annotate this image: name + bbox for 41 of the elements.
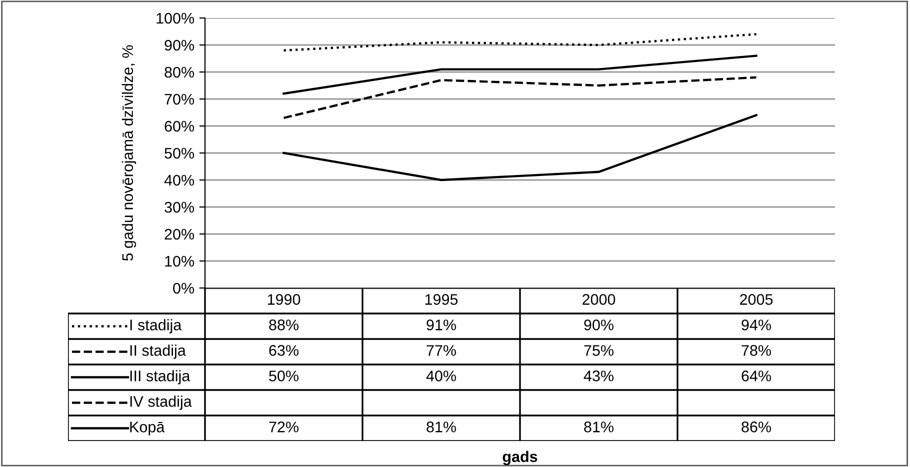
line-series	[282, 114, 758, 182]
legend-label: II stadija	[130, 344, 186, 359]
data-label: 75%	[584, 345, 614, 356]
y-tick-label: 100%	[156, 12, 194, 24]
y-tick-label: 60%	[164, 120, 194, 132]
y-tick-label: 70%	[164, 94, 194, 105]
legend-label: IV stadija	[130, 396, 192, 410]
y-tick-label: 10%	[165, 256, 194, 267]
data-label: 72%	[269, 422, 298, 432]
line-series	[282, 76, 758, 120]
data-label: 88%	[269, 320, 298, 330]
data-label: 81%	[584, 422, 614, 432]
data-label: 64%	[742, 370, 771, 382]
text: gads	[502, 450, 538, 466]
data-label: 86%	[742, 422, 771, 432]
data-label: 40%	[426, 370, 456, 382]
x-tick-label: 2005	[740, 294, 773, 305]
legend-label: III stadija	[130, 370, 190, 384]
data-label: 78%	[742, 345, 771, 356]
data-label: 50%	[269, 370, 298, 382]
data-label: 94%	[742, 320, 771, 330]
legend-label: Kopā	[130, 422, 165, 436]
data-label: 77%	[426, 345, 456, 356]
x-tick-label: 1995	[425, 294, 458, 305]
data-label: 43%	[584, 370, 614, 382]
y-tick-label: 30%	[164, 202, 194, 213]
data-label: 81%	[426, 422, 456, 432]
y-tick-label: 50%	[164, 148, 194, 159]
line-series	[282, 33, 758, 52]
x-tick-label: 1990	[268, 294, 300, 305]
y-axis-title: 5 gadu novērojamā dzīvildze, %	[122, 45, 136, 261]
data-label: 90%	[584, 320, 614, 330]
data-label: 91%	[426, 320, 456, 330]
x-tick-label: 2000	[582, 294, 616, 305]
legend-label: I stadija	[130, 319, 182, 334]
y-tick-label: 40%	[164, 174, 194, 186]
y-tick-label: 20%	[164, 228, 194, 240]
y-tick-label: 0%	[173, 282, 194, 294]
y-tick-label: 80%	[164, 66, 194, 78]
y-tick-label: 90%	[164, 40, 194, 51]
data-label: 63%	[269, 345, 298, 356]
